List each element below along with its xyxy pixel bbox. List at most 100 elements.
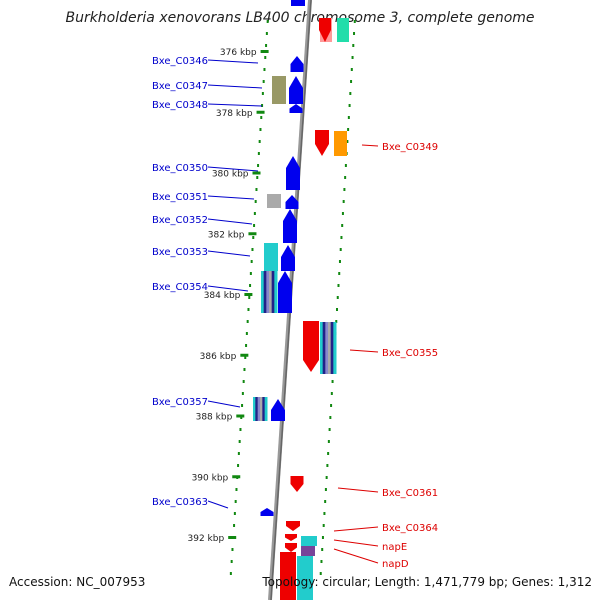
gene-label-left: Bxe_C0352: [152, 215, 208, 226]
track-dot: [261, 104, 264, 107]
stripe: [264, 397, 268, 421]
callout-line-left: [207, 500, 229, 509]
stripe: [262, 397, 266, 421]
track-dot: [321, 548, 324, 551]
gene-C0351-box: [267, 194, 281, 208]
gene-bottom-red: [280, 552, 296, 600]
gene-callouts: Bxe_C0346 Bxe_C0347 Bxe_C0348 Bxe_C0350 Bxe_…: [152, 56, 438, 570]
track-dot: [347, 116, 350, 119]
track-dot: [264, 56, 267, 59]
track-dot: [346, 140, 349, 143]
gene-label-left: Bxe_C0348: [152, 100, 208, 111]
track-dot: [244, 356, 247, 359]
track-dot: [327, 440, 330, 443]
gene-C0354: [278, 271, 292, 313]
track-dot: [266, 20, 269, 23]
track-dot: [241, 392, 244, 395]
track-dot: [241, 404, 244, 407]
track-dot: [352, 44, 355, 47]
stripe: [260, 397, 263, 421]
callout-line-left: [207, 218, 253, 225]
gene-napD: [285, 543, 297, 552]
track-dot: [233, 512, 236, 515]
gene-label-left: Bxe_C0347: [152, 81, 208, 92]
track-dot: [257, 152, 260, 155]
track-dot: [257, 164, 260, 167]
track-dot: [344, 176, 347, 179]
track-dot: [327, 452, 330, 455]
gene-napE: [285, 534, 297, 541]
gene-C0350: [286, 156, 300, 190]
track-dot: [230, 560, 233, 563]
track-dot: [336, 308, 339, 311]
track-dot: [254, 200, 257, 203]
callout-line-left: [207, 166, 259, 172]
gene-C0357: [271, 399, 285, 421]
track-dot: [347, 128, 350, 131]
tick-mark: [236, 414, 245, 418]
track-dot: [323, 512, 326, 515]
callout-line-right: [333, 539, 379, 547]
tick-label: 376 kbp: [220, 48, 257, 58]
track-dot: [338, 272, 341, 275]
track-dot: [350, 80, 353, 83]
callout-line-left: [207, 59, 259, 64]
track-dot: [229, 572, 232, 575]
track-dot: [337, 284, 340, 287]
track-dot: [322, 524, 325, 527]
track-dot: [255, 188, 258, 191]
track-dot: [324, 488, 327, 491]
tick-mark: [244, 293, 253, 296]
track-dot: [251, 248, 254, 251]
gene-features: [253, 0, 349, 600]
track-dot: [350, 68, 353, 71]
track-dot: [265, 44, 268, 47]
tick-label: 378 kbp: [216, 109, 253, 119]
accession-label: Accession: NC_007953: [9, 575, 146, 589]
track-dot: [353, 20, 356, 23]
map-title: Burkholderia xenovorans LB400 chromosome…: [65, 10, 535, 26]
track-dot: [336, 296, 339, 299]
tick-mark: [248, 232, 257, 236]
track-dot: [239, 428, 242, 431]
track-dot: [331, 380, 334, 383]
stripe: [255, 397, 259, 421]
gene-C0351: [285, 195, 299, 209]
tick-label: 392 kbp: [188, 534, 225, 544]
track-dot: [265, 32, 268, 35]
gene-C0357-box: [253, 397, 268, 421]
stripe: [322, 322, 326, 374]
gene-C0363: [260, 508, 274, 516]
track-dot: [248, 296, 251, 299]
track-dot: [342, 200, 345, 203]
track-dot: [321, 536, 324, 539]
track-dot: [349, 92, 352, 95]
gene-top-teal: [337, 18, 349, 42]
track-dot: [238, 440, 241, 443]
track-dot: [348, 104, 351, 107]
track-dot: [234, 500, 237, 503]
gene-label-right: napD: [382, 559, 409, 570]
tick-label: 384 kbp: [204, 291, 241, 301]
tick-mark: [260, 50, 269, 53]
track-dot: [330, 404, 333, 407]
track-dot: [325, 476, 328, 479]
stripe: [253, 397, 256, 421]
callout-line-left: [207, 285, 249, 292]
gene-bottom-cyan1: [301, 536, 317, 546]
track-dot: [246, 320, 249, 323]
track-dot: [324, 500, 327, 503]
track-dot: [259, 128, 262, 131]
track-dot: [320, 560, 323, 563]
gene-label-left: Bxe_C0357: [152, 397, 208, 408]
gene-label-right: Bxe_C0364: [382, 523, 438, 534]
track-dot: [250, 260, 253, 263]
track-dot: [319, 572, 322, 575]
track-dot: [330, 392, 333, 395]
gene-C0349b: [334, 131, 347, 156]
track-dot: [258, 140, 261, 143]
track-dot: [343, 188, 346, 191]
stripe: [266, 271, 270, 313]
callout-line-right: [361, 144, 379, 147]
callout-line-left: [207, 400, 241, 408]
